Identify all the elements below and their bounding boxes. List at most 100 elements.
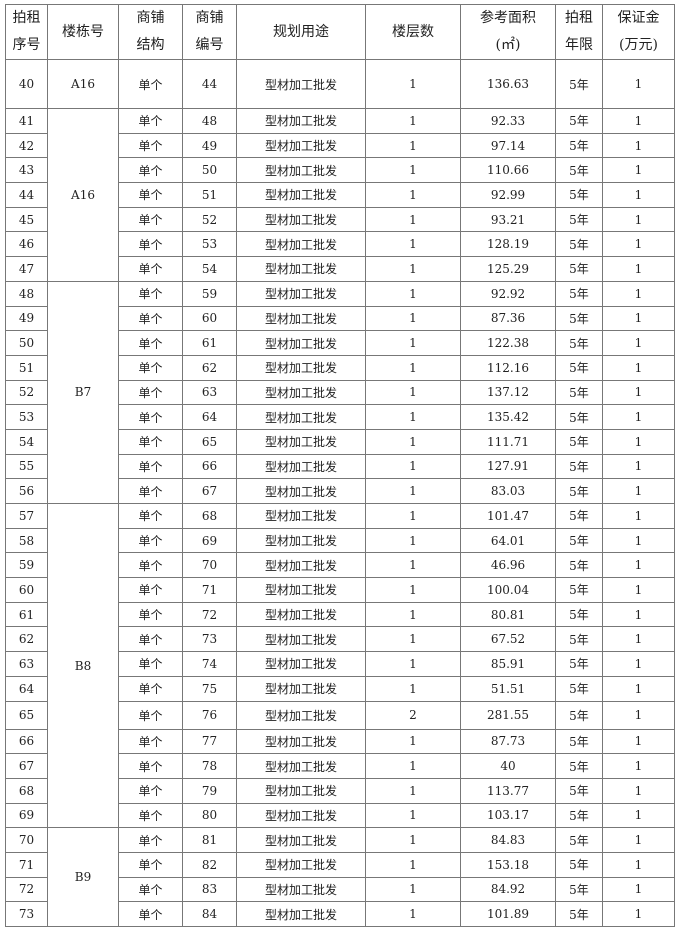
structure-cell: 单个 <box>118 354 183 381</box>
structure-cell: 单个 <box>118 728 183 755</box>
area-cell: 101.89 <box>460 901 556 927</box>
lot-number-cell: 73 <box>5 901 48 927</box>
usage-cell: 型材加工批发 <box>236 527 366 554</box>
col-structure-header: 商铺 结构 <box>118 4 183 60</box>
structure-cell: 单个 <box>118 675 183 702</box>
shop-number-cell: 62 <box>182 354 237 381</box>
shop-number-cell: 67 <box>182 478 237 504</box>
col-building-header: 楼栋号 <box>47 4 119 60</box>
shop-number-cell: 50 <box>182 157 237 184</box>
structure-cell: 单个 <box>118 330 183 356</box>
deposit-cell: 1 <box>602 182 675 208</box>
table-row: 57 B8 单个 68 型材加工批发 1 101.47 5年 1 <box>5 502 675 829</box>
usage-cell: 型材加工批发 <box>236 132 366 159</box>
area-cell: 87.36 <box>460 305 556 332</box>
term-cell: 5年 <box>555 577 603 603</box>
structure-cell: 单个 <box>118 753 183 779</box>
deposit-cell: 1 <box>602 330 675 356</box>
table-row: 47 单个 54 型材加工批发 1 125.29 5年 1 <box>5 256 675 282</box>
col-area-header: 参考面积 (㎡) <box>460 4 556 60</box>
structure-cell: 单个 <box>118 503 183 529</box>
shop-number-cell: 68 <box>182 503 237 529</box>
usage-cell: 型材加工批发 <box>236 305 366 332</box>
usage-cell: 型材加工批发 <box>236 157 366 184</box>
shop-number-cell: 76 <box>182 700 237 730</box>
usage-cell: 型材加工批发 <box>236 280 366 307</box>
structure-cell: 单个 <box>118 404 183 430</box>
term-cell: 5年 <box>555 59 603 109</box>
shop-number-cell: 51 <box>182 182 237 208</box>
floors-cell: 1 <box>365 728 461 755</box>
structure-cell: 单个 <box>118 59 183 109</box>
area-cell: 84.92 <box>460 876 556 903</box>
deposit-cell: 1 <box>602 280 675 307</box>
term-cell: 5年 <box>555 901 603 927</box>
term-cell: 5年 <box>555 601 603 628</box>
floors-cell: 1 <box>365 577 461 603</box>
structure-cell: 单个 <box>118 428 183 455</box>
lot-number-cell: 71 <box>5 851 48 878</box>
structure-cell: 单个 <box>118 453 183 480</box>
deposit-cell: 1 <box>602 256 675 282</box>
lot-number-cell: 49 <box>5 305 48 332</box>
table-row: 68 单个 79 型材加工批发 1 113.77 5年 1 <box>5 777 675 804</box>
lot-number-cell: 52 <box>5 379 48 406</box>
deposit-cell: 1 <box>602 777 675 804</box>
table-row: 54 单个 65 型材加工批发 1 111.71 5年 1 <box>5 428 675 455</box>
area-cell: 97.14 <box>460 132 556 159</box>
term-cell: 5年 <box>555 132 603 159</box>
structure-cell: 单个 <box>118 827 183 853</box>
area-cell: 135.42 <box>460 404 556 430</box>
area-cell: 92.33 <box>460 108 556 134</box>
col-floors-header: 楼层数 <box>365 4 461 60</box>
table-row: 70 B9 单个 81 型材加工批发 1 84.83 5年 1 <box>5 827 675 927</box>
usage-cell: 型材加工批发 <box>236 108 366 134</box>
floors-cell: 1 <box>365 901 461 927</box>
table-row: 61 单个 72 型材加工批发 1 80.81 5年 1 <box>5 601 675 628</box>
usage-cell: 型材加工批发 <box>236 577 366 603</box>
usage-cell: 型材加工批发 <box>236 753 366 779</box>
shop-number-cell: 75 <box>182 675 237 702</box>
area-cell: 112.16 <box>460 354 556 381</box>
lot-number-cell: 65 <box>5 700 48 730</box>
deposit-cell: 1 <box>602 876 675 903</box>
structure-cell: 单个 <box>118 231 183 258</box>
lot-number-cell: 68 <box>5 777 48 804</box>
shop-number-cell: 64 <box>182 404 237 430</box>
table-row: 62 单个 73 型材加工批发 1 67.52 5年 1 <box>5 626 675 653</box>
term-cell: 5年 <box>555 404 603 430</box>
floors-cell: 1 <box>365 206 461 233</box>
deposit-cell: 1 <box>602 108 675 134</box>
deposit-cell: 1 <box>602 354 675 381</box>
table-row: 44 单个 51 型材加工批发 1 92.99 5年 1 <box>5 182 675 208</box>
area-cell: 125.29 <box>460 256 556 282</box>
shop-number-cell: 79 <box>182 777 237 804</box>
shop-number-cell: 72 <box>182 601 237 628</box>
shop-number-cell: 61 <box>182 330 237 356</box>
area-cell: 153.18 <box>460 851 556 878</box>
term-cell: 5年 <box>555 108 603 134</box>
floors-cell: 1 <box>365 876 461 903</box>
floors-cell: 1 <box>365 157 461 184</box>
area-cell: 122.38 <box>460 330 556 356</box>
usage-cell: 型材加工批发 <box>236 901 366 927</box>
term-cell: 5年 <box>555 777 603 804</box>
shop-number-cell: 83 <box>182 876 237 903</box>
lot-number-cell: 70 <box>5 827 48 853</box>
lot-number-cell: 46 <box>5 231 48 258</box>
shop-number-cell: 60 <box>182 305 237 332</box>
table-row: 56 单个 67 型材加工批发 1 83.03 5年 1 <box>5 478 675 504</box>
table-row: 55 单个 66 型材加工批发 1 127.91 5年 1 <box>5 453 675 480</box>
structure-cell: 单个 <box>118 182 183 208</box>
floors-cell: 1 <box>365 108 461 134</box>
area-cell: 110.66 <box>460 157 556 184</box>
area-cell: 40 <box>460 753 556 779</box>
structure-cell: 单个 <box>118 305 183 332</box>
col-lot-number-header: 拍租 序号 <box>5 4 48 60</box>
lot-number-cell: 42 <box>5 132 48 159</box>
floors-cell: 1 <box>365 503 461 529</box>
floors-cell: 1 <box>365 802 461 829</box>
shop-number-cell: 65 <box>182 428 237 455</box>
term-cell: 5年 <box>555 851 603 878</box>
structure-cell: 单个 <box>118 256 183 282</box>
